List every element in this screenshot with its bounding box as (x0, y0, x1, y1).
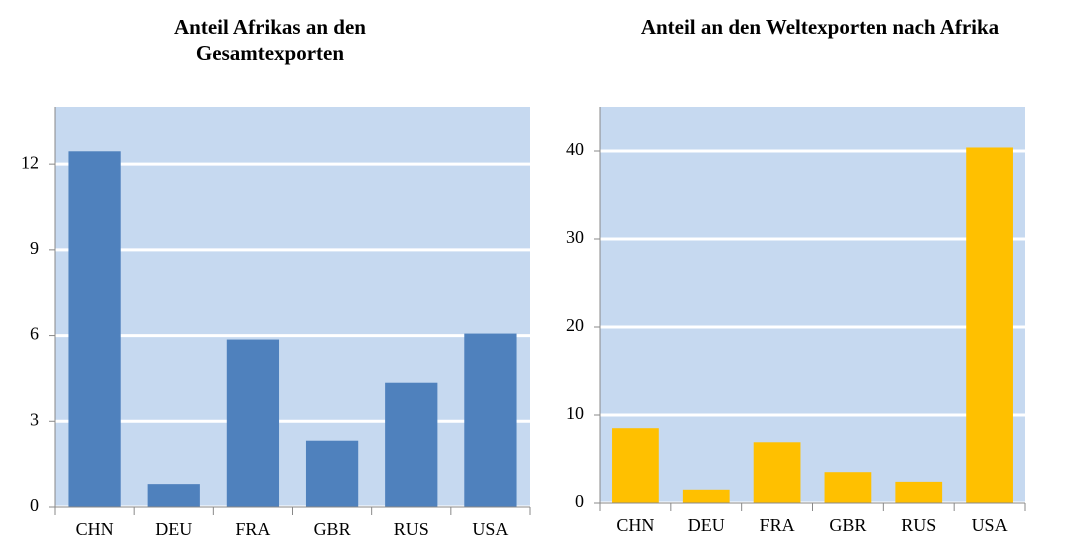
bar (147, 484, 200, 507)
x-tick-label: CHN (616, 515, 654, 535)
y-tick-label: 3 (30, 409, 39, 429)
x-tick-label: FRA (760, 515, 795, 535)
bar (895, 481, 943, 503)
x-tick-label: CHN (76, 519, 114, 539)
x-tick-label: DEU (155, 519, 192, 539)
x-tick-label: RUS (901, 515, 936, 535)
y-tick-label: 20 (566, 315, 584, 335)
x-tick-label: GBR (314, 519, 351, 539)
chart-title: Anteil an den Weltexporten nach Afrika (640, 15, 1000, 39)
y-tick-label: 0 (30, 495, 39, 515)
bar (464, 333, 517, 507)
plot-area (55, 107, 530, 507)
bar (824, 472, 872, 503)
bar (682, 489, 730, 503)
bar (305, 440, 359, 507)
x-tick-label: RUS (394, 519, 429, 539)
bar (226, 339, 280, 507)
x-tick-label: DEU (688, 515, 725, 535)
x-tick-label: FRA (235, 519, 270, 539)
bar (612, 428, 659, 503)
y-tick-label: 9 (30, 238, 39, 258)
y-tick-label: 12 (21, 152, 39, 172)
bar (385, 382, 438, 507)
y-tick-label: 6 (30, 324, 39, 344)
x-tick-label: GBR (829, 515, 866, 535)
y-tick-label: 40 (566, 139, 584, 159)
bar (753, 442, 801, 503)
x-tick-label: USA (972, 515, 1008, 535)
y-tick-label: 30 (566, 227, 584, 247)
x-tick-label: USA (472, 519, 508, 539)
bar (966, 147, 1013, 504)
bar (68, 151, 121, 508)
chart-title: Anteil Afrikas an den Gesamtexporten (174, 15, 366, 65)
y-tick-label: 0 (575, 491, 584, 511)
plot-area (600, 107, 1025, 503)
y-tick-label: 10 (566, 403, 584, 423)
